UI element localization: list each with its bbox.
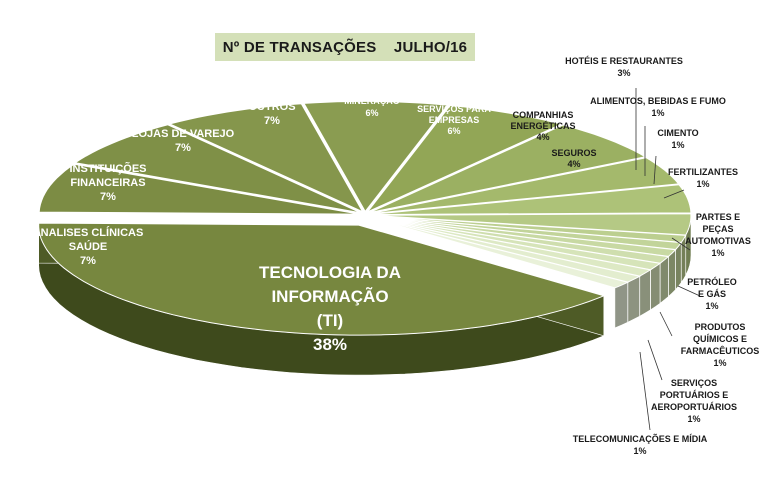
slice-top	[369, 124, 647, 214]
slice-label-line: PRODUTOS	[695, 322, 746, 332]
slice-percent: 4%	[536, 132, 549, 142]
slice-percent: 1%	[705, 301, 718, 311]
slice-label-line: QUÍMICOS E	[693, 334, 747, 344]
slice-top	[369, 216, 630, 289]
slice-top	[370, 157, 680, 215]
slice-label: INSTITUIÇÕES FINANCEIRAS 7%	[69, 162, 146, 203]
slice-label-line: PARTES E	[696, 212, 740, 222]
slice-label: SERVIÇOS PORTUÁRIOS E AEROPORTUÁRIOS 1%	[651, 378, 737, 424]
slice-percent: 3%	[617, 68, 630, 78]
leader-line	[671, 237, 691, 251]
slice-top	[370, 184, 692, 215]
slice-label-line: AUTOMOTIVAS	[685, 236, 751, 246]
slice-side	[614, 281, 628, 329]
slice-label-line: MINERAÇÃO	[344, 96, 400, 106]
slice-label-line: FARMACÊUTICOS	[681, 345, 760, 356]
slice-label-line: FERTILIZANTES	[668, 167, 738, 177]
slice-percent: 1%	[713, 358, 726, 368]
slice-side	[659, 255, 669, 304]
slice-label-line: SERVIÇOS PARA	[417, 104, 491, 114]
slice-percent: 4%	[567, 159, 580, 169]
slice-percent: 7%	[80, 255, 96, 267]
slice-label-line: CIMENTO	[657, 128, 698, 138]
slice-label-line: AEROPORTUÁRIOS	[651, 402, 737, 412]
slice-label-line: OUTROS	[248, 101, 295, 113]
slice-top	[38, 163, 360, 215]
slice-label-line: SAÚDE	[69, 240, 108, 253]
pie-tops	[38, 100, 692, 336]
slice-label-line: (TI)	[317, 311, 343, 330]
slice-label: FERTILIZANTES 1%	[668, 167, 738, 189]
slice-labels: TECNOLOGIA DA INFORMAÇÃO (TI) 38% HOSPITAIS …	[30, 56, 759, 456]
slice-side	[639, 269, 651, 317]
slice-label-line: ANALISES CLÍNICAS	[33, 226, 144, 239]
slice-side	[627, 275, 640, 323]
slice-label: PARTES E PEÇAS AUTOMOTIVAS 1%	[685, 212, 751, 258]
slice-label: TECNOLOGIA DA INFORMAÇÃO (TI) 38%	[259, 263, 401, 354]
slice-percent: 38%	[313, 335, 347, 354]
slice-label-line: INFORMAÇÃO	[271, 286, 388, 306]
slice-label: COMPANHIAS ENERGÉTICAS 4%	[510, 110, 575, 142]
slice-percent: 7%	[175, 142, 191, 154]
slice-percent: 6%	[365, 108, 378, 118]
slice-side	[668, 248, 676, 298]
slice-label-line: SERVIÇOS	[671, 378, 717, 388]
slice-label-line: PEÇAS	[702, 224, 733, 234]
slice-percent: 1%	[671, 140, 684, 150]
leader-lines	[635, 88, 701, 431]
leader-line	[659, 311, 673, 337]
slice-label: PRODUTOS QUÍMICOS E FARMACÊUTICOS 1%	[681, 322, 760, 368]
slice-label-line: LOJAS DE VAREJO	[132, 128, 235, 140]
slice-label: HOTÉIS E RESTAURANTES 3%	[565, 56, 683, 78]
slice-percent: 1%	[696, 179, 709, 189]
slice-label-line: ENERGÉTICAS	[510, 121, 575, 131]
slice-top	[303, 100, 449, 213]
slice-label: TELECOMUNICAÇÕES E MÍDIA 1%	[573, 434, 708, 456]
slice-side	[675, 241, 682, 291]
slice-label: CIMENTO 1%	[657, 128, 698, 150]
slice-label: ALIMENTOS, BEBIDAS E FUMO 1%	[590, 96, 726, 118]
slice-label: LOJAS DE VAREJO 7%	[132, 128, 235, 154]
slice-label-line: COMPANHIAS	[513, 110, 574, 120]
slice-top	[73, 124, 361, 214]
slice-label-line: INSTITUIÇÕES	[69, 162, 146, 175]
slice-percent: 1%	[711, 248, 724, 258]
chart-title-box: Nº DE TRANSAÇÕES JULHO/16	[215, 33, 475, 61]
slice-label-line: ALIMENTOS, BEBIDAS E FUMO	[590, 96, 726, 106]
slice-top	[168, 103, 364, 213]
slice-label: HOSPITAIS E LAB. DE ANALISES CLÍNICAS SAÚD…	[30, 213, 146, 267]
slice-label-line: PORTUÁRIOS E	[660, 390, 729, 400]
slice-label-line: E GÁS	[698, 289, 726, 299]
slice-label: OUTROS 7%	[248, 101, 295, 127]
slice-percent: 7%	[264, 115, 280, 127]
slice-label-line: HOTÉIS E RESTAURANTES	[565, 56, 683, 66]
slice-top	[370, 213, 692, 236]
slice-top	[367, 104, 563, 213]
slice-side	[650, 262, 661, 311]
leader-line	[677, 285, 701, 297]
slice-percent: 7%	[100, 191, 116, 203]
slice-label-line: TELECOMUNICAÇÕES E MÍDIA	[573, 434, 708, 444]
leader-line	[647, 339, 663, 381]
slice-label: PETRÓLEO E GÁS 1%	[687, 276, 737, 311]
slice-percent: 1%	[651, 108, 664, 118]
leader-line	[663, 189, 685, 199]
slice-label-line: FINANCEIRAS	[70, 177, 145, 189]
slice-percent: 6%	[447, 126, 460, 136]
slice-percent: 1%	[687, 414, 700, 424]
slice-percent: 1%	[633, 446, 646, 456]
slice-label: SERVIÇOS PARA EMPRESAS 6%	[417, 104, 491, 136]
slice-top	[38, 222, 606, 336]
slice-label-line: EMPRESAS	[429, 115, 480, 125]
slice-label: MINERAÇÃO 6%	[344, 96, 400, 118]
slice-label-line: HOSPITAIS E LAB. DE	[30, 213, 146, 225]
slice-label-line: SEGUROS	[551, 148, 596, 158]
slice-label-line: PETRÓLEO	[687, 276, 737, 287]
slice-label: SEGUROS 4%	[551, 148, 596, 169]
leader-line	[653, 155, 657, 185]
chart-title: Nº DE TRANSAÇÕES JULHO/16	[222, 38, 468, 56]
leader-line	[639, 351, 651, 431]
slice-label-line: TECNOLOGIA DA	[259, 263, 401, 282]
